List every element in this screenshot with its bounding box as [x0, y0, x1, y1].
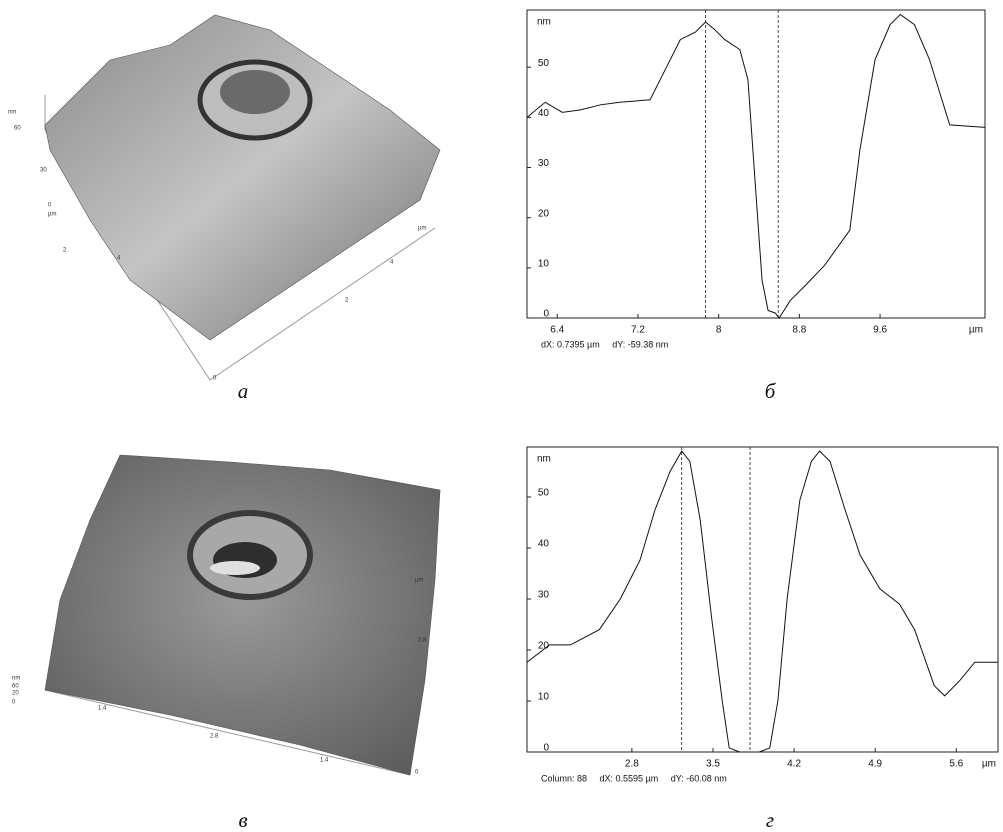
axis-text: 1.4	[320, 758, 329, 764]
axis-text: 0	[48, 203, 52, 209]
axis-text: 2.8	[210, 734, 219, 740]
axis-text: µm	[48, 212, 56, 218]
x-tick-label: 3.5	[706, 759, 720, 770]
axis-text: 0	[213, 376, 217, 382]
y-axis-label: nm	[537, 454, 551, 465]
y-tick-label: 30	[538, 590, 550, 601]
axis-text: 30	[40, 168, 47, 174]
y-tick-label: 10	[538, 692, 550, 703]
x-tick-label: 8	[716, 325, 722, 336]
axis-text: 0	[12, 700, 16, 706]
axis-text: 4	[117, 256, 121, 262]
axis-text: µm	[418, 226, 426, 232]
x-axis-label: µm	[969, 325, 983, 336]
axis-text: 2	[63, 248, 67, 254]
y-tick-label: 0	[543, 743, 549, 754]
surface-plot-a	[44, 14, 441, 381]
axis-text: 4	[390, 260, 394, 266]
x-tick-label: 7.2	[631, 325, 645, 336]
x-axis-label: µm	[982, 759, 996, 770]
cursor-readout: dX: 0.7395 µm dY: -59.38 nm	[541, 339, 668, 349]
axis-text: 2.8	[418, 638, 427, 644]
y-tick-label: 20	[538, 641, 550, 652]
axis-text: nm	[8, 110, 16, 116]
y-axis-label: nm	[537, 17, 551, 28]
y-tick-label: 20	[538, 208, 550, 219]
x-tick-label: 5.6	[949, 759, 963, 770]
axis-text: µm	[415, 578, 423, 584]
y-tick-label: 50	[538, 58, 550, 69]
axis-text: 20	[12, 691, 19, 697]
x-tick-label: 4.9	[868, 759, 882, 770]
panel-label: в	[238, 808, 247, 832]
panel-label: г	[766, 808, 774, 832]
x-tick-label: 4.2	[787, 759, 801, 770]
plot-frame	[526, 446, 999, 753]
panel-label: б	[765, 379, 777, 403]
profile-line	[526, 13, 986, 319]
y-tick-label: 50	[538, 488, 550, 499]
axis-text: 60	[14, 126, 21, 132]
x-tick-label: 9.6	[873, 325, 887, 336]
plot-frame	[526, 9, 986, 319]
x-tick-label: 6.4	[550, 325, 564, 336]
surface-plot-v	[44, 454, 441, 776]
axis-text: 1.4	[98, 706, 107, 712]
y-tick-label: 40	[538, 108, 550, 119]
y-tick-label: 10	[538, 258, 550, 269]
axis-text: 2	[345, 298, 349, 304]
panel-label: а	[238, 379, 249, 403]
y-tick-label: 0	[543, 309, 549, 320]
y-tick-label: 30	[538, 158, 550, 169]
x-tick-label: 8.8	[792, 325, 806, 336]
y-tick-label: 40	[538, 539, 550, 550]
axis-text: 0	[415, 770, 419, 776]
cursor-readout: Column: 88 dX: 0.5595 µm dY: -60.08 nm	[541, 773, 727, 783]
axis-text: 60	[12, 684, 19, 690]
profile-line	[526, 450, 998, 753]
axis-text: nm	[12, 676, 20, 682]
x-tick-label: 2.8	[625, 759, 639, 770]
